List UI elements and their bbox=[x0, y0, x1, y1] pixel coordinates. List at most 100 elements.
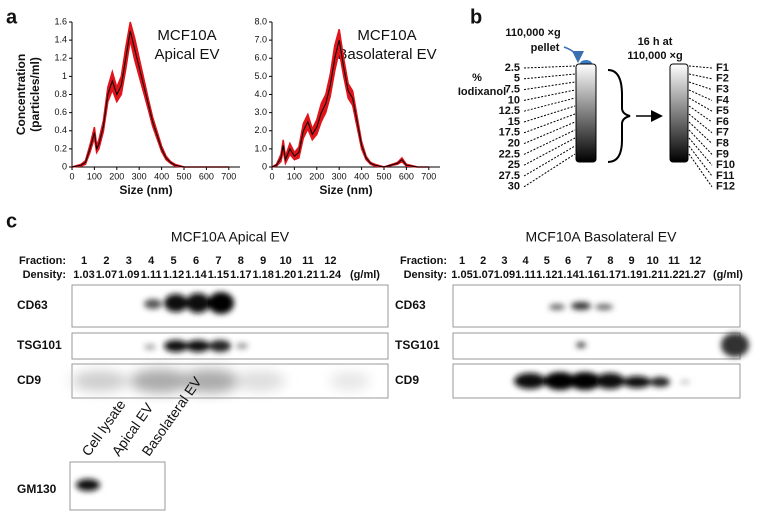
fraction-number: 11 bbox=[668, 255, 680, 267]
x-tick-label: 0 bbox=[269, 171, 274, 181]
blot-title: MCF10A Apical EV bbox=[171, 229, 290, 245]
pellet-label: 110,000 ×g bbox=[505, 27, 560, 39]
x-tick-label: 400 bbox=[354, 171, 369, 181]
fraction-number: 5 bbox=[544, 255, 550, 267]
y-tick-label: 4.0 bbox=[254, 89, 267, 99]
leader bbox=[688, 137, 713, 166]
x-tick-label: 200 bbox=[109, 171, 124, 181]
fraction: F10 bbox=[716, 159, 735, 171]
density: 1.24 bbox=[320, 269, 342, 281]
band bbox=[76, 479, 100, 491]
chart-title: Apical EV bbox=[154, 46, 219, 63]
fraction-number: 6 bbox=[193, 255, 199, 267]
fraction-number: 5 bbox=[171, 255, 177, 267]
x-tick-label: 0 bbox=[69, 171, 74, 181]
gradient-diagram: 110,000 ×g pellet % Iodixanol 16 h at 11… bbox=[458, 27, 689, 163]
line bbox=[71, 30, 229, 168]
leader bbox=[688, 65, 713, 69]
percentage: 30 bbox=[508, 181, 520, 193]
density: 1.22 bbox=[663, 269, 684, 281]
row-label: Fraction: bbox=[400, 255, 447, 267]
y-tick-label: 0 bbox=[262, 161, 267, 171]
blot-images bbox=[69, 284, 749, 511]
leader bbox=[688, 73, 713, 80]
density: 1.21 bbox=[297, 269, 318, 281]
y-tick-label: 0 bbox=[62, 161, 67, 171]
fraction: F1 bbox=[716, 62, 729, 74]
row-label: CD63 bbox=[17, 298, 48, 312]
axis-label: Iodixanol bbox=[458, 86, 506, 98]
leader bbox=[688, 121, 713, 144]
spin-label: 16 h at bbox=[638, 36, 673, 48]
density: 1.07 bbox=[96, 269, 117, 281]
panel-label: b bbox=[470, 6, 482, 28]
percentage: 12.5 bbox=[499, 105, 520, 117]
row-label: Density: bbox=[23, 269, 66, 281]
fraction-number: 9 bbox=[260, 255, 266, 267]
bands bbox=[514, 302, 749, 390]
x-tick-label: 600 bbox=[399, 171, 414, 181]
density: 1.27 bbox=[684, 269, 705, 281]
unit: (g/ml) bbox=[350, 269, 380, 281]
leader bbox=[523, 89, 576, 101]
fraction: F11 bbox=[716, 170, 734, 182]
row-label: CD63 bbox=[395, 298, 426, 312]
leader bbox=[688, 145, 713, 177]
fraction-number: 3 bbox=[501, 255, 507, 267]
x-tick-label: 500 bbox=[376, 171, 391, 181]
density: 1.21 bbox=[642, 269, 663, 281]
y-tick-label: 5.0 bbox=[254, 71, 267, 81]
x-tick-label: 400 bbox=[154, 171, 169, 181]
x-axis-label: Size (nm) bbox=[319, 183, 372, 197]
percentage: 22.5 bbox=[499, 148, 520, 160]
percentage: 10 bbox=[508, 94, 520, 106]
x-tick-label: 200 bbox=[309, 171, 324, 181]
leader bbox=[523, 153, 576, 188]
fraction-number: 10 bbox=[279, 255, 291, 267]
density: 1.19 bbox=[621, 269, 642, 281]
x-tick-label: 300 bbox=[132, 171, 147, 181]
fraction-number: 2 bbox=[480, 255, 486, 267]
x-tick-label: 300 bbox=[332, 171, 347, 181]
percentage: 15 bbox=[508, 116, 520, 128]
x-tick-label: 500 bbox=[176, 171, 191, 181]
density: 1.14 bbox=[557, 269, 579, 281]
leader bbox=[523, 81, 576, 91]
leader bbox=[688, 153, 713, 188]
fraction-number: 1 bbox=[459, 255, 465, 267]
row-label: GM130 bbox=[17, 482, 57, 496]
fraction-number: 12 bbox=[689, 255, 701, 267]
leader bbox=[523, 121, 576, 145]
density: 1.09 bbox=[118, 269, 139, 281]
leader bbox=[523, 145, 576, 177]
blot-box bbox=[452, 332, 741, 360]
percentage: 20 bbox=[508, 138, 520, 150]
density: 1.12 bbox=[163, 269, 184, 281]
row-label: CD9 bbox=[17, 373, 41, 387]
percentage: 7.5 bbox=[505, 84, 520, 96]
fraction-number: 7 bbox=[215, 255, 221, 267]
blot-title: MCF10A Basolateral EV bbox=[526, 229, 678, 245]
bands bbox=[72, 369, 370, 393]
brace bbox=[607, 69, 631, 163]
unit: (g/ml) bbox=[713, 269, 743, 281]
density: 1.11 bbox=[141, 269, 162, 281]
fraction: F8 bbox=[716, 138, 729, 150]
density: 1.20 bbox=[275, 269, 296, 281]
fraction: F12 bbox=[716, 181, 735, 193]
density: 1.14 bbox=[185, 269, 207, 281]
leader bbox=[523, 105, 576, 123]
y-axis-label: (particles/ml) bbox=[28, 57, 42, 132]
density: 1.12 bbox=[536, 269, 557, 281]
fraction-number: 11 bbox=[302, 255, 314, 267]
fraction: F6 bbox=[716, 116, 729, 128]
row-label: TSG101 bbox=[17, 338, 62, 352]
fraction: F5 bbox=[716, 105, 729, 117]
fraction: F2 bbox=[716, 73, 729, 85]
leader bbox=[688, 97, 713, 112]
spin-label: 110,000 ×g bbox=[627, 50, 682, 62]
tube bbox=[575, 63, 597, 163]
leader bbox=[688, 81, 713, 91]
line bbox=[271, 40, 429, 168]
